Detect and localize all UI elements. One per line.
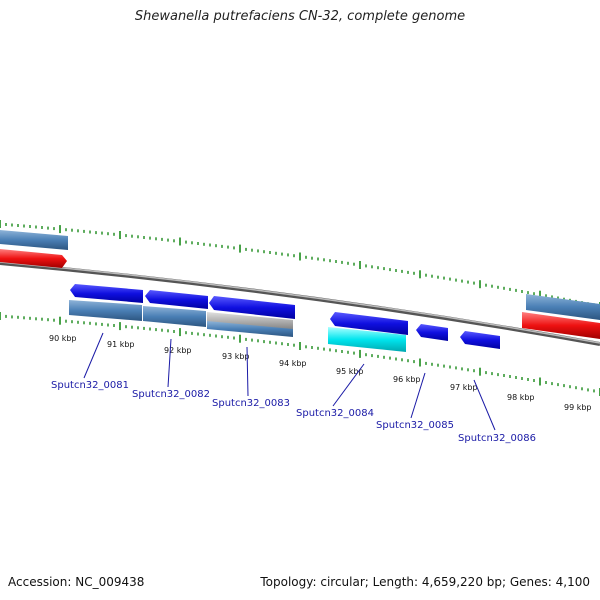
tick-label: 95 kbp xyxy=(336,367,364,376)
gene-label-0085[interactable]: Sputcn32_0085 xyxy=(376,420,454,431)
gene-label-0086[interactable]: Sputcn32_0086 xyxy=(458,433,536,444)
tick-label: 98 kbp xyxy=(507,393,535,402)
left-steel-feature xyxy=(0,230,68,250)
tick-label: 91 kbp xyxy=(107,340,135,349)
leader-line-0082 xyxy=(167,338,172,388)
accession-text: Accession: NC_009438 xyxy=(8,575,145,589)
gene-arrow-0084[interactable] xyxy=(330,312,408,335)
gene-arrow-0085[interactable] xyxy=(416,324,448,341)
genome-backbone-highlight xyxy=(0,261,600,344)
cyan-feature-0084 xyxy=(328,327,406,352)
leader-line-0085 xyxy=(410,372,426,419)
tick-label: 94 kbp xyxy=(279,359,307,368)
gene-arrow-0081[interactable] xyxy=(70,284,143,303)
steel-feature-0081 xyxy=(69,300,142,321)
gene-leader-lines xyxy=(83,332,496,431)
upper-tick-row xyxy=(0,220,600,310)
left-red-feature xyxy=(0,249,67,268)
steel-feature-0082 xyxy=(143,306,206,327)
tick-label: 97 kbp xyxy=(450,383,478,392)
leader-line-0086 xyxy=(473,379,496,431)
leader-line-0081 xyxy=(83,332,104,379)
tick-labels: 90 kbp 91 kbp 92 kbp 93 kbp 94 kbp 95 kb… xyxy=(49,334,592,412)
tick-label: 93 kbp xyxy=(222,352,250,361)
genome-backbone xyxy=(0,261,600,346)
gene-arrow-0083[interactable] xyxy=(209,296,295,319)
right-red-feature xyxy=(522,312,600,339)
gene-label-0084[interactable]: Sputcn32_0084 xyxy=(296,408,374,419)
leader-line-0083 xyxy=(246,346,249,397)
genome-title: Shewanella putrefaciens CN-32, complete … xyxy=(134,9,466,24)
gene-label-0083[interactable]: Sputcn32_0083 xyxy=(212,398,290,409)
genome-summary: Topology: circular; Length: 4,659,220 bp… xyxy=(260,575,590,589)
gene-label-0082[interactable]: Sputcn32_0082 xyxy=(132,389,210,400)
gene-labels: Sputcn32_0081 Sputcn32_0082 Sputcn32_008… xyxy=(51,380,536,444)
right-steel-feature xyxy=(526,294,600,320)
grey-feature-0083 xyxy=(207,312,293,330)
gene-label-0081[interactable]: Sputcn32_0081 xyxy=(51,380,129,391)
gene-arrow-0086[interactable] xyxy=(460,331,500,349)
tick-label: 96 kbp xyxy=(393,375,421,384)
tick-label: 90 kbp xyxy=(49,334,77,343)
tick-label: 99 kbp xyxy=(564,403,592,412)
lower-tick-row xyxy=(0,312,600,396)
tick-label: 92 kbp xyxy=(164,346,192,355)
leader-line-0084 xyxy=(332,363,365,407)
steel-feature-0083 xyxy=(207,321,293,337)
gene-arrow-0082[interactable] xyxy=(145,290,208,309)
